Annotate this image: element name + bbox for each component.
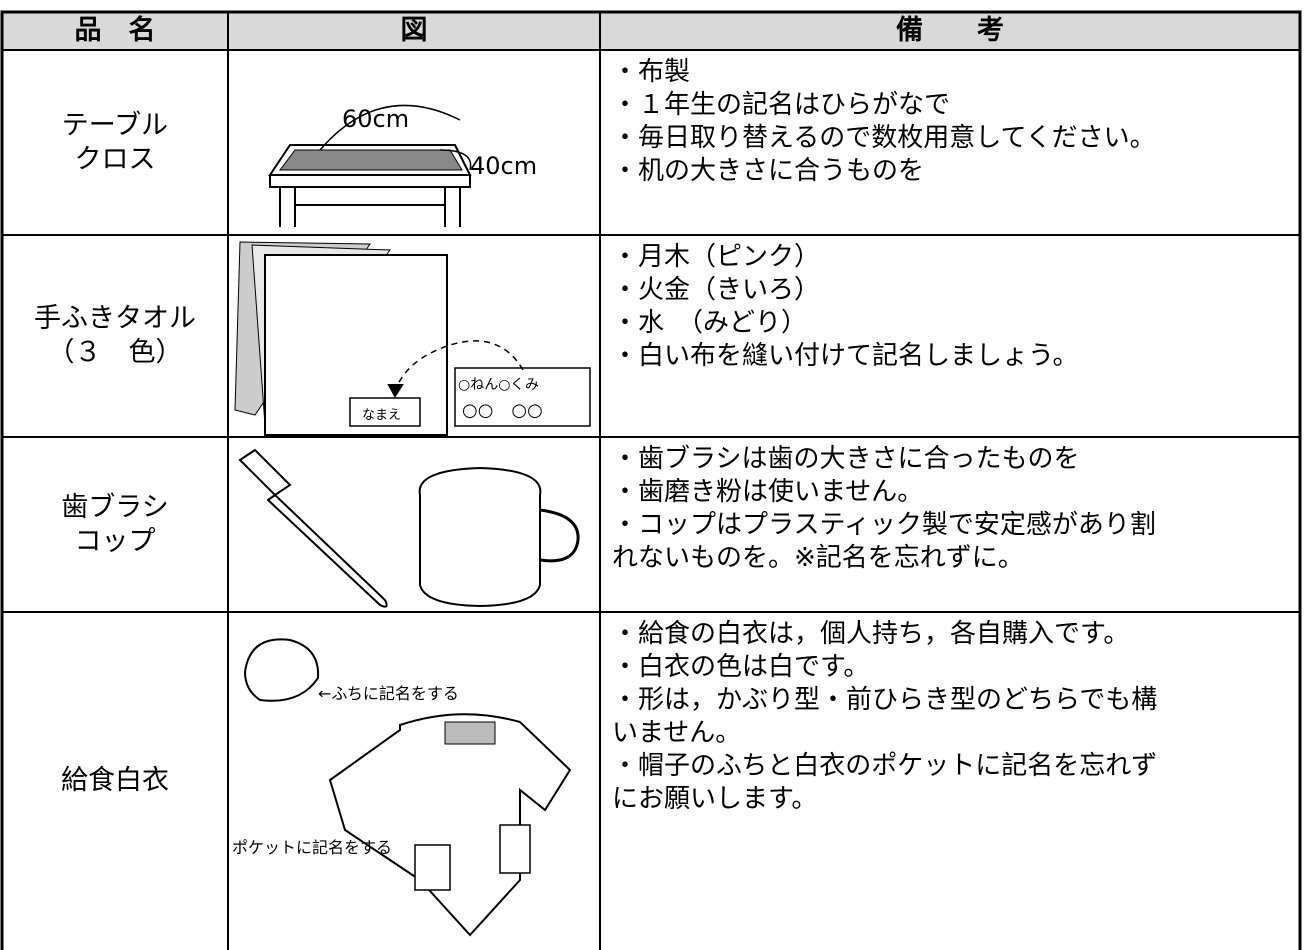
note-line: ・毎日取り替えるので数枚用意してください。	[612, 123, 1156, 153]
note-line: ・白い布を縫い付けて記名しましょう。	[612, 341, 1079, 371]
desk-drawing	[268, 104, 472, 227]
note-line: ・コップはプラスティック製で安定感があり割	[612, 510, 1156, 540]
note-line: ・布製	[612, 57, 691, 87]
table-border	[0, 10, 1302, 950]
item-name: コップ	[74, 525, 156, 557]
note-line: ・歯ブラシは歯の大きさに合ったものを	[612, 444, 1080, 474]
note-line: ・１年生の記名はひらがなで	[612, 90, 951, 120]
figure-label: ←ふちに記名をする	[318, 684, 459, 703]
figure-label: ○○ ○○	[462, 400, 543, 421]
figure-label: 40cm	[470, 152, 538, 180]
note-line: いません。	[612, 718, 742, 748]
note-line: ・机の大きさに合うものを	[612, 156, 925, 186]
note-line: ・歯磨き粉は使いません。	[612, 477, 924, 507]
note-line: ・白衣の色は白です。	[612, 652, 870, 682]
uniform-drawing	[243, 638, 572, 937]
item-name: クロス	[74, 143, 156, 175]
figure-label: 60cm	[342, 105, 410, 133]
header-item: 品 名	[74, 15, 156, 46]
figure-label: ○ねん○くみ	[458, 377, 539, 393]
note-line: にお願いします。	[612, 784, 818, 814]
header-background	[2, 12, 1300, 50]
note-line: ・水 （みどり）	[612, 308, 808, 338]
note-line: ・火金（きいろ）	[612, 275, 821, 305]
toothbrush-cup-drawing	[238, 448, 580, 608]
note-line: ・帽子のふちと白衣のポケットに記名を忘れず	[612, 751, 1158, 781]
note-line: ・給食の白衣は，個人持ち，各自購入です。	[612, 619, 1130, 649]
header-figure: 図	[400, 15, 428, 46]
note-line: れないものを。※記名を忘れずに。	[612, 543, 1024, 573]
item-name: 手ふきタオル	[34, 303, 196, 334]
note-line: ・月木（ピンク）	[612, 242, 821, 272]
item-name: （３ 色）	[47, 337, 183, 368]
figure-label: ポケットに記名をする	[232, 838, 393, 857]
item-name: 給食白衣	[61, 765, 169, 796]
towel-drawing	[234, 241, 591, 436]
note-line: ・形は，かぶり型・前ひらき型のどちらでも構	[612, 685, 1158, 715]
header-notes: 備 考	[896, 15, 1004, 46]
item-name: 歯ブラシ	[61, 491, 169, 523]
figure-label: なまえ	[362, 408, 402, 423]
item-name: テーブル	[61, 109, 169, 141]
